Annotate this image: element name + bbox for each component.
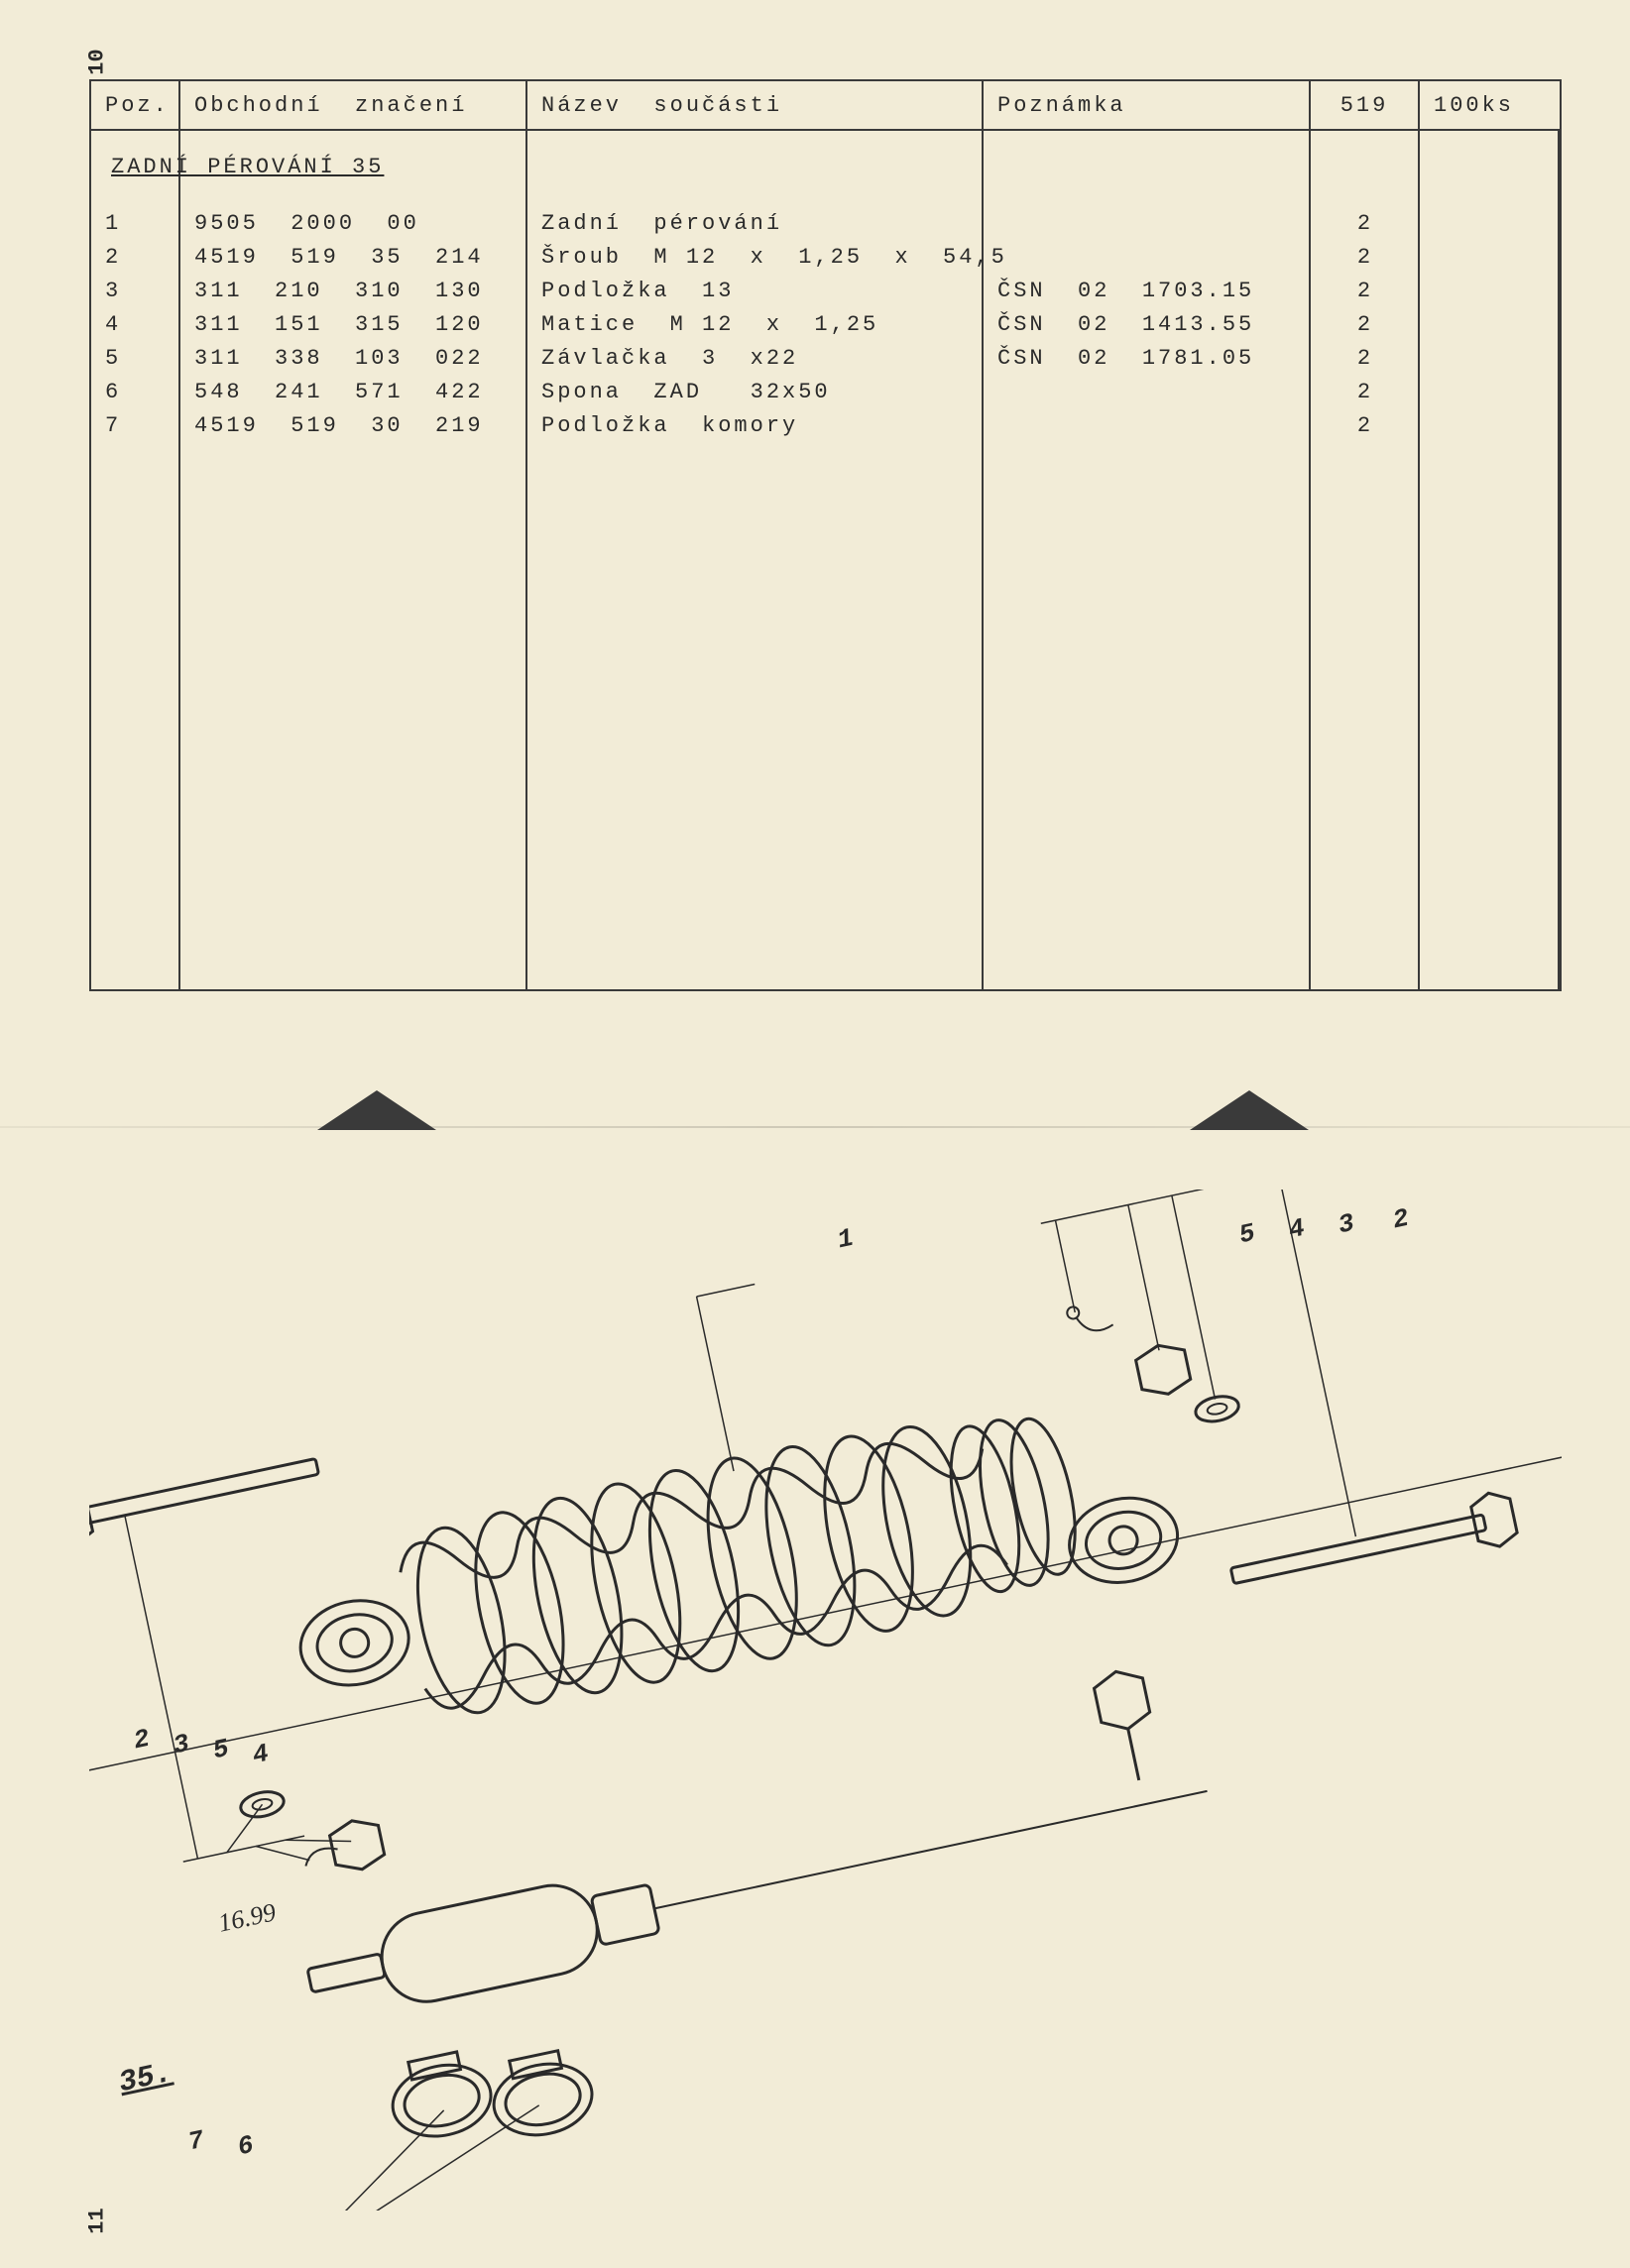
cell-pozn: ČSN 02 1413.55	[984, 308, 1311, 342]
cell-poz: 6	[91, 376, 180, 409]
cell-pozn	[984, 409, 1311, 443]
cell-100ks	[1420, 241, 1560, 275]
table-row: 5 311 338 103 022 Závlačka 3 x22 ČSN 02 …	[91, 342, 1560, 376]
cell-nazev: Závlačka 3 x22	[527, 342, 984, 376]
page-number-bottom: 11	[85, 2208, 110, 2233]
cell-pozn: ČSN 02 1703.15	[984, 275, 1311, 308]
parts-table: Poz. Obchodní značení Název součásti Poz…	[89, 79, 1562, 991]
cell-nazev: Podložka 13	[527, 275, 984, 308]
cell-obch: 311 210 310 130	[180, 275, 527, 308]
section-title: ZADNÍ PÉROVÁNÍ 35	[91, 155, 1560, 179]
col-header-obch: Obchodní značení	[180, 81, 527, 129]
cell-nazev: Spona ZAD 32x50	[527, 376, 984, 409]
cell-100ks	[1420, 207, 1560, 241]
cell-100ks	[1420, 376, 1560, 409]
cell-pozn	[984, 376, 1311, 409]
cell-pozn	[984, 241, 1311, 275]
cell-pozn: ČSN 02 1781.05	[984, 342, 1311, 376]
cell-obch: 4519 519 35 214	[180, 241, 527, 275]
cell-100ks	[1420, 409, 1560, 443]
cell-poz: 3	[91, 275, 180, 308]
table-row: 3 311 210 310 130 Podložka 13 ČSN 02 170…	[91, 275, 1560, 308]
cell-obch: 311 151 315 120	[180, 308, 527, 342]
cell-519: 2	[1311, 207, 1420, 241]
cell-519: 2	[1311, 376, 1420, 409]
table-row: 6 548 241 571 422 Spona ZAD 32x50 2	[91, 376, 1560, 409]
table-row: 2 4519 519 35 214 Šroub M 12 x 1,25 x 54…	[91, 241, 1560, 275]
col-header-519: 519	[1311, 81, 1420, 129]
cell-519: 2	[1311, 308, 1420, 342]
cell-519: 2	[1311, 241, 1420, 275]
page-fold	[0, 1126, 1630, 1128]
table-row: 1 9505 2000 00 Zadní pérování 2	[91, 207, 1560, 241]
cell-100ks	[1420, 275, 1560, 308]
cell-obch: 9505 2000 00	[180, 207, 527, 241]
cell-poz: 7	[91, 409, 180, 443]
table-row: 7 4519 519 30 219 Podložka komory 2	[91, 409, 1560, 443]
table-body: ZADNÍ PÉROVÁNÍ 35 1 9505 2000 00 Zadní p…	[91, 131, 1560, 989]
cell-519: 2	[1311, 342, 1420, 376]
table-header-row: Poz. Obchodní značení Název součásti Poz…	[91, 81, 1560, 131]
cell-poz: 2	[91, 241, 180, 275]
cell-nazev: Podložka komory	[527, 409, 984, 443]
cell-519: 2	[1311, 275, 1420, 308]
cell-nazev: Šroub M 12 x 1,25 x 54,5	[527, 241, 984, 275]
cell-poz: 1	[91, 207, 180, 241]
table-row: 4 311 151 315 120 Matice M 12 x 1,25 ČSN…	[91, 308, 1560, 342]
cell-pozn	[984, 207, 1311, 241]
col-header-poz: Poz.	[91, 81, 180, 129]
col-header-100ks: 100ks	[1420, 81, 1560, 129]
binder-punch-icon	[1190, 1090, 1309, 1130]
cell-nazev: Zadní pérování	[527, 207, 984, 241]
col-header-nazev: Název součásti	[527, 81, 984, 129]
exploded-diagram: 1 5 4 3 2 2 3 5 4 7 6 35. 16.99	[89, 1190, 1562, 2211]
cell-poz: 4	[91, 308, 180, 342]
binder-punch-icon	[317, 1090, 436, 1130]
cell-nazev: Matice M 12 x 1,25	[527, 308, 984, 342]
cell-519: 2	[1311, 409, 1420, 443]
cell-100ks	[1420, 308, 1560, 342]
cell-100ks	[1420, 342, 1560, 376]
page-number-top: 10	[85, 49, 110, 74]
diagram-svg	[89, 1190, 1562, 2211]
cell-obch: 548 241 571 422	[180, 376, 527, 409]
col-header-pozn: Poznámka	[984, 81, 1311, 129]
cell-obch: 4519 519 30 219	[180, 409, 527, 443]
cell-poz: 5	[91, 342, 180, 376]
cell-obch: 311 338 103 022	[180, 342, 527, 376]
